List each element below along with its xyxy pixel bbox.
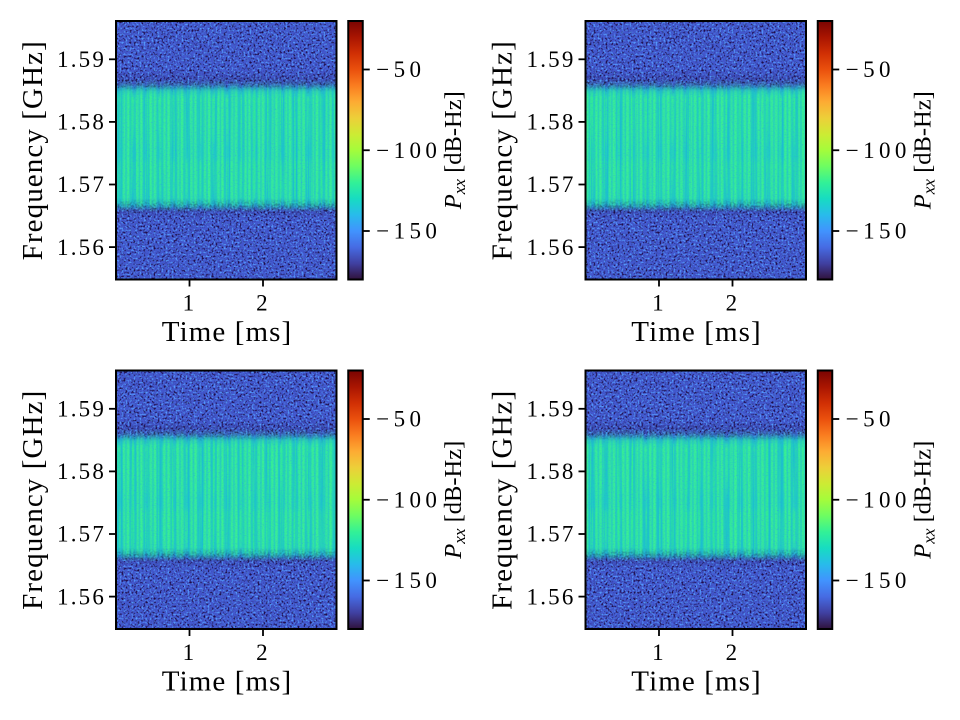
svg-text:1.59: 1.59 — [527, 397, 576, 422]
svg-text:1.58: 1.58 — [57, 110, 106, 135]
svg-text:Time [ms]: Time [ms] — [162, 316, 293, 348]
svg-text:−100: −100 — [846, 138, 911, 163]
svg-text:−100: −100 — [376, 487, 441, 512]
svg-text:Time [ms]: Time [ms] — [631, 316, 762, 348]
svg-text:1.57: 1.57 — [527, 522, 576, 547]
svg-text:1: 1 — [652, 640, 666, 665]
svg-text:Time [ms]: Time [ms] — [631, 666, 762, 698]
svg-text:Pxx [dB-Hz]: Pxx [dB-Hz] — [440, 441, 469, 560]
svg-text:Frequency [GHz]: Frequency [GHz] — [17, 390, 49, 610]
svg-text:2: 2 — [726, 640, 740, 665]
svg-text:1.58: 1.58 — [57, 459, 106, 484]
svg-text:1.56: 1.56 — [527, 235, 576, 260]
svg-text:Time [ms]: Time [ms] — [162, 666, 293, 698]
svg-text:−150: −150 — [846, 568, 911, 593]
svg-text:Pxx [dB-Hz]: Pxx [dB-Hz] — [909, 91, 938, 210]
svg-text:2: 2 — [256, 640, 270, 665]
svg-text:−100: −100 — [376, 138, 441, 163]
svg-text:1.56: 1.56 — [527, 584, 576, 609]
svg-text:1.57: 1.57 — [527, 172, 576, 197]
svg-text:1.56: 1.56 — [57, 584, 106, 609]
svg-text:1.56: 1.56 — [57, 235, 106, 260]
svg-text:1.59: 1.59 — [527, 47, 576, 72]
svg-text:1.58: 1.58 — [527, 110, 576, 135]
svg-text:Pxx [dB-Hz]: Pxx [dB-Hz] — [909, 441, 938, 560]
svg-text:−150: −150 — [846, 219, 911, 244]
svg-text:−50: −50 — [376, 57, 425, 82]
svg-text:Pxx [dB-Hz]: Pxx [dB-Hz] — [440, 91, 469, 210]
svg-text:1.58: 1.58 — [527, 459, 576, 484]
svg-text:1: 1 — [652, 291, 666, 316]
svg-text:Frequency [GHz]: Frequency [GHz] — [487, 390, 519, 610]
svg-text:1.57: 1.57 — [57, 172, 106, 197]
svg-text:Frequency [GHz]: Frequency [GHz] — [17, 40, 49, 260]
svg-text:1.57: 1.57 — [57, 522, 106, 547]
svg-text:Frequency [GHz]: Frequency [GHz] — [487, 40, 519, 260]
svg-text:−50: −50 — [376, 407, 425, 432]
svg-text:−100: −100 — [846, 487, 911, 512]
svg-text:2: 2 — [256, 291, 270, 316]
svg-text:1: 1 — [183, 291, 197, 316]
svg-text:−50: −50 — [846, 407, 895, 432]
svg-text:−50: −50 — [846, 57, 895, 82]
svg-text:1: 1 — [183, 640, 197, 665]
svg-text:1.59: 1.59 — [57, 47, 106, 72]
svg-text:−150: −150 — [376, 568, 441, 593]
svg-text:1.59: 1.59 — [57, 397, 106, 422]
svg-text:−150: −150 — [376, 219, 441, 244]
svg-text:2: 2 — [726, 291, 740, 316]
